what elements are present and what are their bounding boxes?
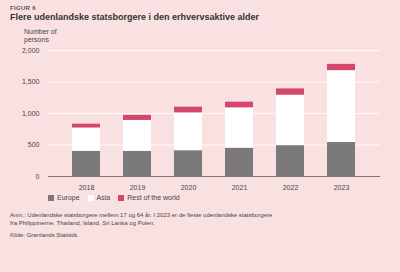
svg-text:2020: 2020 [181,184,197,191]
svg-text:0: 0 [36,173,40,180]
svg-text:1,000: 1,000 [22,110,40,117]
html-text:Number of persons: Number of persons [24,28,57,43]
svg-text:2023: 2023 [334,184,350,191]
svg-text:500: 500 [28,141,40,148]
svg-text:2021: 2021 [232,184,248,191]
svg-text:2,000: 2,000 [22,47,40,54]
html-text:Anm.: Udenlandske statsborgere: Anm.: Udenlandske statsborgere mellem 17… [10,212,273,226]
svg-text:2019: 2019 [130,184,146,191]
svg-text:2022: 2022 [283,184,299,191]
html-text:Europe: Europe [57,194,80,201]
html-text:Flere udenlandske statsborgere: Flere udenlandske statsborgere i den erh… [10,12,260,22]
html-text:Kilde: Grønlands Statistik.: Kilde: Grønlands Statistik. [10,232,79,238]
html-text:FIGUR 6: FIGUR 6 [10,5,36,11]
svg-text:1,500: 1,500 [22,78,40,85]
html-text:Rest of the world: Rest of the world [127,194,180,201]
svg-text:2018: 2018 [79,184,95,191]
html-text:Asia: Asia [96,194,111,201]
